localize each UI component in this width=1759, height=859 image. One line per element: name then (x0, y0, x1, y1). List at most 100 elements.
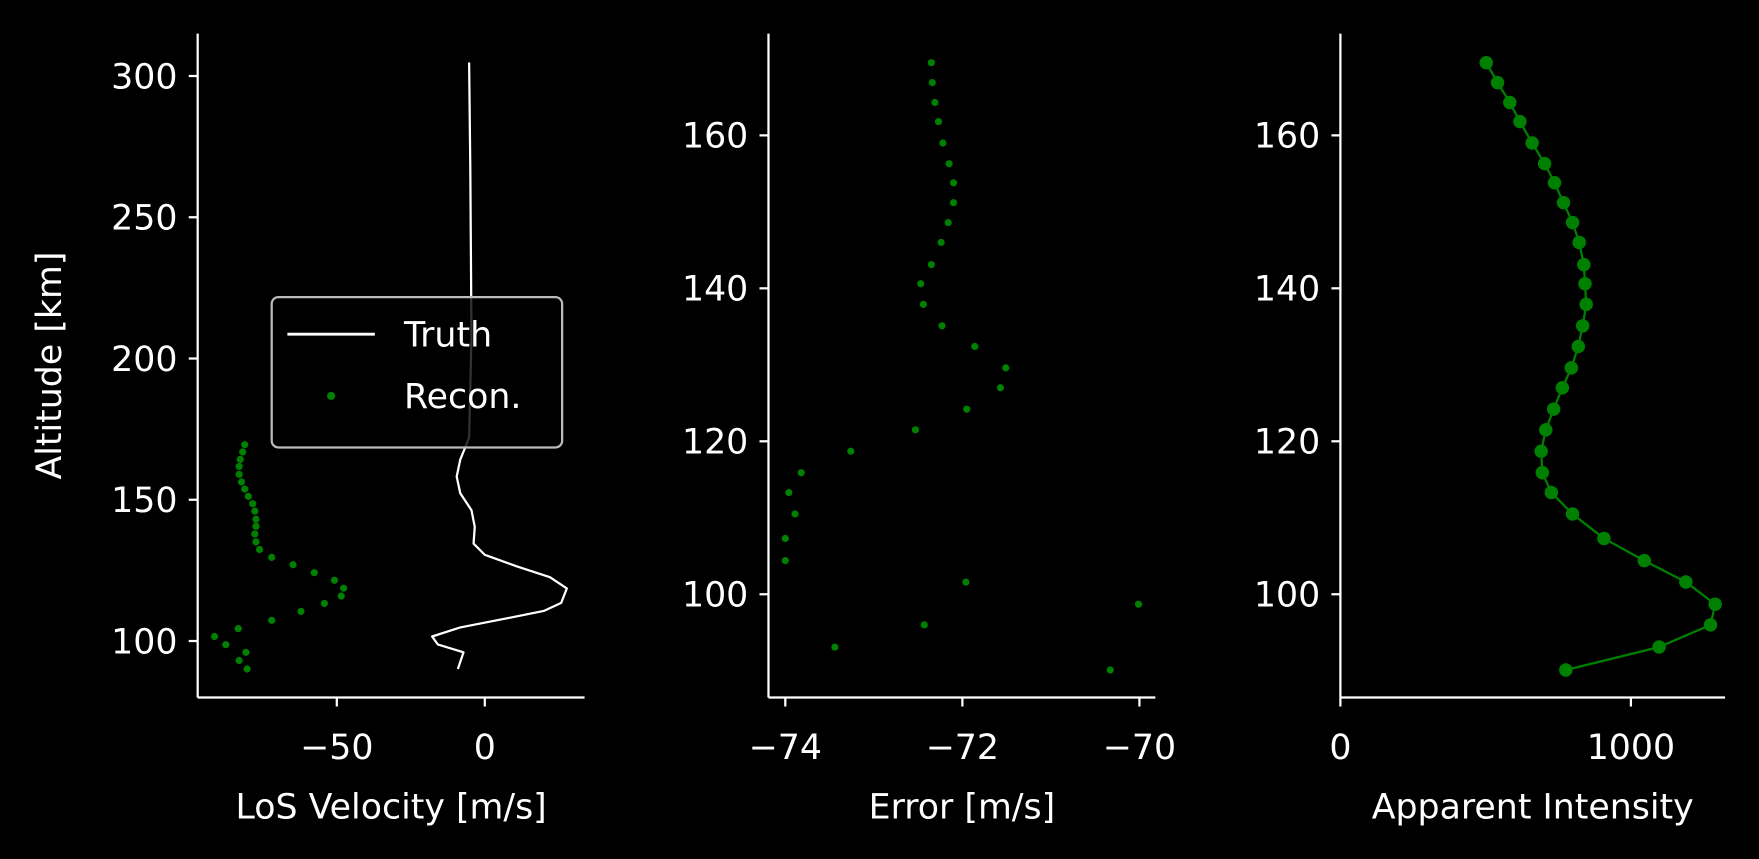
data-point (937, 238, 945, 247)
y-tick-label: 100 (111, 622, 177, 662)
data-point (1134, 600, 1143, 608)
data-point (241, 441, 249, 449)
data-point (244, 492, 252, 500)
data-point (1106, 666, 1114, 674)
data-point (1571, 339, 1586, 354)
data-point (268, 553, 276, 561)
data-point (911, 426, 920, 434)
y-tick-label: 120 (682, 423, 748, 463)
y-tick-label: 100 (682, 576, 748, 616)
x-axis-label: Error [m/s] (869, 788, 1056, 828)
data-point (1490, 75, 1505, 90)
data-point (928, 79, 936, 87)
data-point (1546, 402, 1561, 416)
data-point (236, 455, 244, 463)
data-point (297, 607, 305, 615)
data-point (1565, 215, 1580, 230)
data-point (944, 218, 952, 227)
data-point (320, 599, 328, 608)
data-point (242, 648, 250, 656)
y-tick-label: 250 (111, 199, 177, 239)
data-point (249, 500, 257, 508)
data-point (963, 405, 971, 413)
data-point (237, 478, 246, 486)
data-point (1002, 364, 1010, 372)
data-point (949, 179, 958, 187)
x-tick-label: 0 (1329, 728, 1351, 768)
data-point (1708, 597, 1722, 611)
data-point (234, 624, 242, 633)
data-point (785, 488, 793, 497)
data-point (1525, 136, 1539, 150)
data-point (1679, 575, 1693, 589)
x-axis-label: Apparent Intensity (1372, 788, 1694, 828)
legend-swatch (327, 391, 336, 400)
data-point (971, 342, 979, 351)
data-point (781, 534, 789, 543)
data-point (781, 557, 789, 565)
data-point (962, 578, 970, 586)
y-tick-label: 100 (1254, 576, 1320, 616)
data-point (1535, 465, 1550, 480)
y-axis-label: Altitude [km] (30, 252, 70, 480)
data-point (252, 522, 260, 530)
data-point (847, 447, 855, 455)
legend: Truth Recon. (270, 296, 564, 449)
data-point (255, 545, 264, 554)
data-point (1564, 361, 1579, 375)
data-point (939, 139, 947, 147)
series-line (431, 62, 568, 670)
data-point (1559, 663, 1573, 677)
y-tick-label: 140 (1254, 270, 1320, 310)
data-point (340, 584, 348, 592)
data-point (919, 300, 928, 308)
data-point (1577, 257, 1591, 272)
data-point (235, 470, 243, 478)
x-axis-label: LoS Velocity [m/s] (235, 788, 546, 828)
data-point (1703, 618, 1718, 632)
data-point (1513, 114, 1527, 129)
data-point (927, 261, 935, 269)
data-point (920, 621, 928, 629)
data-point (917, 280, 925, 288)
data-point (243, 665, 251, 673)
data-point (1547, 176, 1562, 190)
data-point (268, 616, 276, 624)
data-point (252, 515, 260, 523)
data-point (1652, 640, 1666, 654)
data-point (330, 576, 339, 584)
data-point (1479, 55, 1493, 70)
data-point (252, 538, 260, 546)
data-point (1555, 381, 1570, 395)
data-point (289, 561, 297, 569)
data-point (949, 199, 958, 207)
legend-label: Recon. (404, 377, 521, 417)
y-tick-label: 160 (682, 117, 748, 157)
data-point (1597, 531, 1611, 546)
y-tick-label: 140 (682, 270, 748, 310)
data-point (235, 656, 243, 665)
data-point (239, 448, 247, 456)
data-point (210, 632, 219, 641)
data-point (310, 569, 318, 577)
data-point (791, 510, 799, 518)
data-point (1637, 553, 1652, 568)
data-point (945, 160, 953, 168)
x-tick-label: 1000 (1587, 728, 1675, 768)
x-tick-label: 0 (474, 728, 496, 768)
data-point (931, 98, 939, 107)
legend-label: Truth (403, 316, 492, 356)
y-tick-label: 150 (111, 481, 177, 521)
data-point (1537, 156, 1552, 171)
data-point (1575, 319, 1590, 333)
y-tick-label: 300 (111, 57, 177, 97)
data-point (337, 592, 345, 600)
y-tick-label: 160 (1254, 117, 1320, 157)
x-tick-label: −74 (749, 728, 822, 768)
y-tick-label: 120 (1254, 423, 1320, 463)
data-point (1503, 95, 1517, 110)
data-point (797, 469, 805, 477)
data-point (1579, 297, 1593, 312)
